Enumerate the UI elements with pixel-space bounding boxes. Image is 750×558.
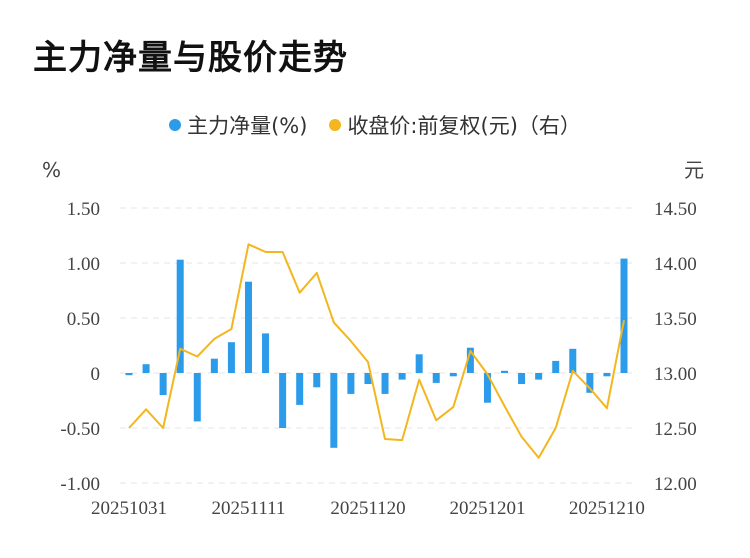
bar-20251210[interactable] xyxy=(603,373,611,377)
bar-20251211[interactable] xyxy=(620,258,628,373)
bar-20251111[interactable] xyxy=(244,281,252,373)
bar-20251208[interactable] xyxy=(569,348,577,373)
x-tick-label: 20251111 xyxy=(212,498,286,519)
bar-20251205[interactable] xyxy=(552,360,560,373)
x-tick-label: 20251201 xyxy=(449,498,525,519)
bar-20251107[interactable] xyxy=(210,358,218,373)
close-price-line[interactable] xyxy=(128,243,625,459)
legend-bar-label: 主力净量(%) xyxy=(187,114,308,138)
x-axis: 20251031 20251111 20251120 20251201 20251210 xyxy=(91,498,645,519)
right-tick-label: 13.00 xyxy=(654,364,697,385)
legend-line-label: 收盘价:前复权(元)（右） xyxy=(347,114,581,138)
legend-item-bar[interactable]: 主力净量(%) xyxy=(169,110,307,140)
left-axis-unit: % xyxy=(42,158,61,182)
left-tick-label: -0.50 xyxy=(60,419,100,440)
legend-item-line[interactable]: 收盘价:前复权(元)（右） xyxy=(329,110,581,140)
bar-20251202[interactable] xyxy=(501,370,509,373)
bar-20251203[interactable] xyxy=(518,373,526,384)
bar-20251128[interactable] xyxy=(466,347,474,373)
bar-20251117[interactable] xyxy=(313,373,321,388)
bar-series xyxy=(125,258,628,448)
right-tick-label: 14.00 xyxy=(654,254,697,275)
legend-bar-dot-icon xyxy=(169,119,182,131)
bar-20251112[interactable] xyxy=(262,333,270,373)
left-axis: 1.50 1.00 0.50 0 -0.50 -1.00 xyxy=(60,199,100,495)
bar-20251119[interactable] xyxy=(347,373,355,394)
right-axis: 14.50 14.00 13.50 13.00 12.50 12.00 xyxy=(654,199,697,495)
bar-20251127[interactable] xyxy=(449,373,457,377)
bar-20251114[interactable] xyxy=(296,373,304,405)
x-tick-label: 20251031 xyxy=(91,498,167,519)
left-tick-label: 0 xyxy=(91,364,101,385)
legend-line-dot-icon xyxy=(329,119,342,131)
bar-20251103[interactable] xyxy=(142,364,150,373)
legend: 主力净量(%) 收盘价:前复权(元)（右） xyxy=(0,110,750,140)
left-tick-label: 0.50 xyxy=(67,309,100,330)
right-axis-unit: 元 xyxy=(684,158,704,182)
grid-lines xyxy=(120,207,632,484)
right-tick-label: 12.00 xyxy=(654,474,697,495)
right-tick-label: 13.50 xyxy=(654,309,697,330)
bar-20251031[interactable] xyxy=(125,373,133,376)
bar-20251209[interactable] xyxy=(586,373,594,393)
x-tick-label: 20251210 xyxy=(569,498,645,519)
right-tick-label: 12.50 xyxy=(654,419,697,440)
bar-20251113[interactable] xyxy=(279,373,287,428)
left-tick-label: 1.00 xyxy=(67,254,100,275)
left-tick-label: 1.50 xyxy=(67,199,100,220)
bar-20251120[interactable] xyxy=(364,373,372,384)
bar-20251126[interactable] xyxy=(432,373,440,383)
bar-20251106[interactable] xyxy=(193,373,201,422)
left-tick-label: -1.00 xyxy=(60,474,100,495)
bar-20251124[interactable] xyxy=(398,373,406,380)
bar-20251110[interactable] xyxy=(227,342,235,373)
bar-20251121[interactable] xyxy=(381,373,389,394)
right-tick-label: 14.50 xyxy=(654,199,697,220)
line-series xyxy=(128,243,625,459)
bar-20251201[interactable] xyxy=(483,373,491,403)
bar-20251118[interactable] xyxy=(330,373,338,448)
chart-title: 主力净量与股价走势 xyxy=(33,38,348,78)
bar-20251104[interactable] xyxy=(159,373,167,395)
bar-20251125[interactable] xyxy=(415,354,423,373)
bar-20251105[interactable] xyxy=(176,259,184,373)
bar-20251204[interactable] xyxy=(535,373,543,380)
x-tick-label: 20251120 xyxy=(330,498,405,519)
